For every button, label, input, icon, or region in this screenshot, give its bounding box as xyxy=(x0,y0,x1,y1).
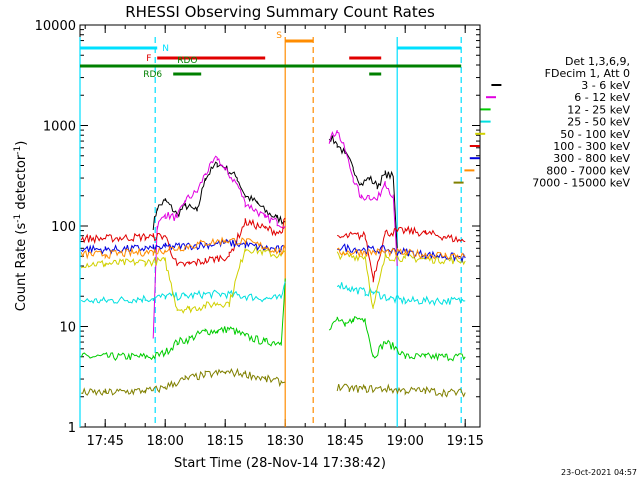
flag-bar-label: S xyxy=(276,31,282,41)
vertical-markers xyxy=(79,37,462,427)
legend-entry: 100 - 300 keV xyxy=(553,140,630,153)
series-line xyxy=(80,236,466,260)
legend-entry: 300 - 800 keV xyxy=(553,152,630,165)
y-axis-label: Count Rate (s-1 detector-1) xyxy=(13,141,29,312)
series-line xyxy=(80,278,466,362)
chart-title: RHESSI Observing Summary Count Rates xyxy=(125,3,435,21)
legend-entry: 25 - 50 keV xyxy=(567,116,630,129)
generation-timestamp: 23-Oct-2021 04:57 xyxy=(561,468,637,477)
legend-entry: 12 - 25 keV xyxy=(567,103,630,116)
series-lines xyxy=(80,129,466,398)
series-line xyxy=(81,367,466,398)
y-tick-label: 10000 xyxy=(35,19,76,34)
y-tick-label: 1 xyxy=(68,421,76,436)
axis-ticks xyxy=(80,24,480,428)
series-line xyxy=(80,217,466,283)
y-tick-label: 10 xyxy=(59,321,76,336)
x-tick-label: 18:45 xyxy=(326,434,363,449)
y-tick-labels: 1 10 100 1000 10000 xyxy=(35,19,76,436)
x-tick-label: 18:15 xyxy=(206,434,243,449)
x-tick-labels: 17:45 18:00 18:15 18:30 18:45 19:00 19:15 xyxy=(86,434,483,449)
flag-bar-label: N xyxy=(162,44,169,54)
legend-entry: 50 - 100 keV xyxy=(560,128,630,141)
x-tick-label: 17:45 xyxy=(86,434,123,449)
flag-bar-label: RD6 xyxy=(143,70,162,80)
x-tick-label: 19:15 xyxy=(446,434,483,449)
y-tick-label: 100 xyxy=(51,220,76,235)
legend-header: Det 1,3,6,9, xyxy=(565,55,630,68)
legend-entry: 6 - 12 keV xyxy=(574,91,630,104)
series-line xyxy=(80,281,466,307)
series-line xyxy=(80,245,466,314)
flag-bar-label: RDO xyxy=(177,56,197,66)
legend-entry: 7000 - 15000 keV xyxy=(532,177,630,190)
x-tick-label: 18:30 xyxy=(266,434,303,449)
legend-header: FDecim 1, Att 0 xyxy=(545,67,630,80)
x-tick-label: 18:00 xyxy=(146,434,183,449)
series-line xyxy=(152,135,398,249)
legend-entry: 3 - 6 keV xyxy=(581,79,630,92)
flag-bars: N S F RDO RD6 xyxy=(80,31,462,80)
x-axis-label: Start Time (28-Nov-14 17:38:42) xyxy=(174,456,386,471)
flag-bar-label: F xyxy=(146,54,151,64)
series-line xyxy=(80,238,466,263)
x-tick-label: 19:00 xyxy=(386,434,423,449)
series-line xyxy=(152,129,398,339)
y-tick-label: 1000 xyxy=(43,120,76,135)
legend-entry: 800 - 7000 keV xyxy=(546,164,630,177)
